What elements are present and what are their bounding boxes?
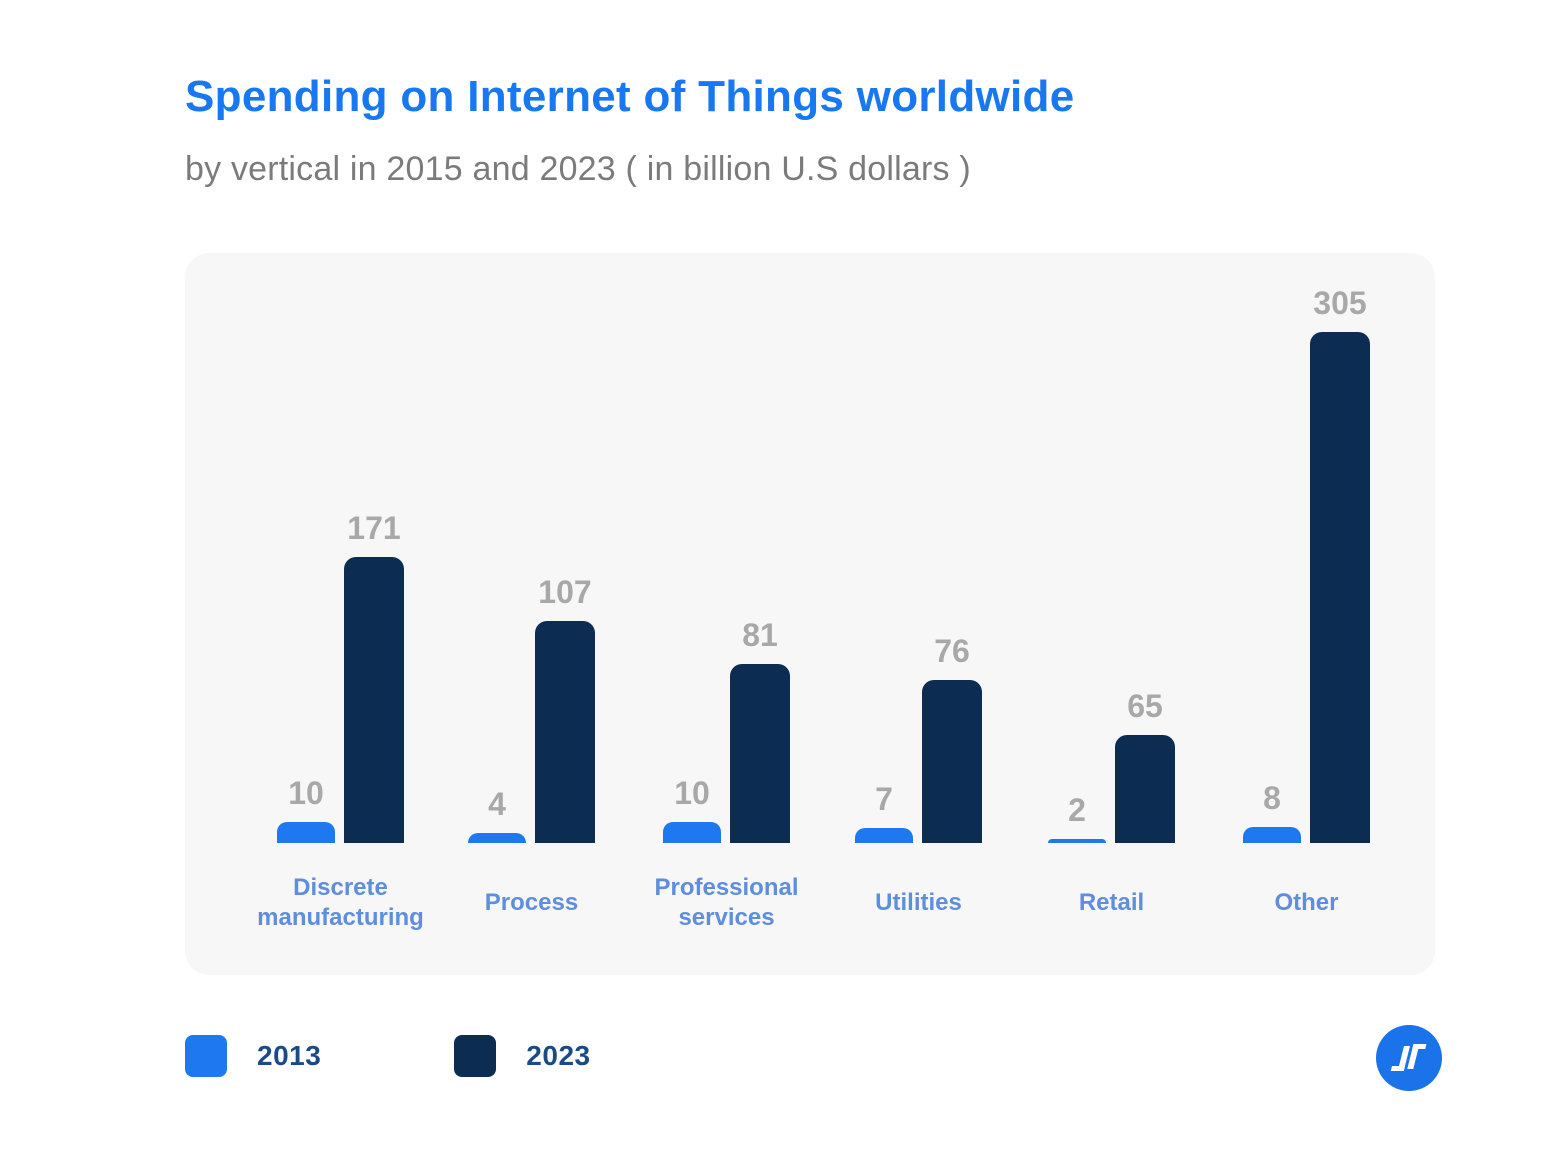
category-label-other: Other <box>1274 889 1339 916</box>
category-label-utilities: Utilities <box>875 889 962 916</box>
legend-label-2023: 2023 <box>526 1040 591 1071</box>
value-label-2023-discrete-manufacturing: 171 <box>347 510 401 546</box>
legend-swatch-2013 <box>185 1035 227 1077</box>
chart-legend: 2013 2023 <box>185 1035 591 1077</box>
brand-logo-icon <box>1376 1025 1442 1091</box>
value-label-2013-professional-services: 10 <box>674 775 710 811</box>
bar-2023-utilities <box>922 680 982 843</box>
category-label-professional-services: Professional services <box>654 874 799 931</box>
bar-2013-process <box>468 833 526 843</box>
value-label-2013-process: 4 <box>488 786 506 822</box>
category-label-retail: Retail <box>1078 889 1145 916</box>
page-subtitle: by vertical in 2015 and 2023 ( in billio… <box>185 150 971 188</box>
category-label-process: Process <box>484 889 579 916</box>
bar-2023-process <box>535 621 595 843</box>
value-label-2023-professional-services: 81 <box>742 617 778 653</box>
bar-2023-discrete-manufacturing <box>344 557 404 843</box>
value-label-2023-utilities: 76 <box>934 633 970 669</box>
value-label-2013-utilities: 7 <box>875 781 893 817</box>
value-label-2013-discrete-manufacturing: 10 <box>288 775 324 811</box>
bar-2023-other <box>1310 332 1370 843</box>
category-label-discrete-manufacturing: Discrete manufacturing <box>257 874 424 931</box>
legend-swatch-2023 <box>454 1035 497 1077</box>
legend-label-2013: 2013 <box>257 1040 322 1071</box>
value-label-2023-process: 107 <box>538 574 592 610</box>
value-label-2013-other: 8 <box>1263 780 1281 816</box>
bar-2013-professional-services <box>663 822 721 843</box>
bar-2013-other <box>1243 827 1301 843</box>
chart-panel: 10 171 Discrete manufacturing 4 107 Process 10… <box>185 253 1435 975</box>
bar-2013-discrete-manufacturing <box>277 822 335 843</box>
bar-2013-utilities <box>855 828 913 843</box>
bar-2013-retail <box>1048 839 1106 843</box>
page-title: Spending on Internet of Things worldwide <box>185 72 1075 121</box>
bar-2023-professional-services <box>730 664 790 843</box>
bar-2023-retail <box>1115 735 1175 843</box>
value-label-2023-retail: 65 <box>1127 688 1163 724</box>
value-label-2023-other: 305 <box>1313 285 1367 321</box>
value-label-2013-retail: 2 <box>1068 792 1086 828</box>
